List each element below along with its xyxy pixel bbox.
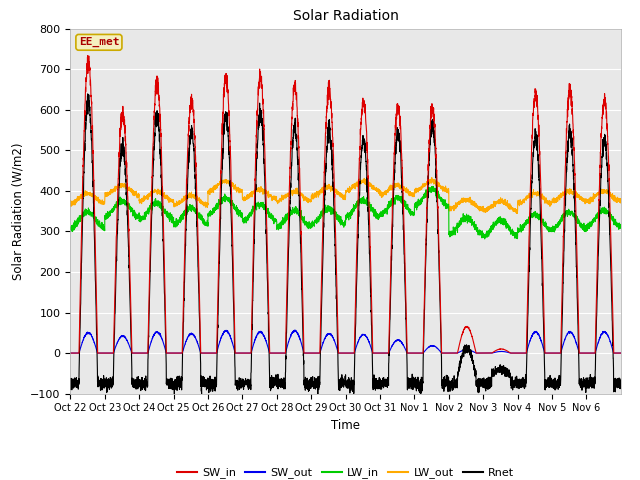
SW_in [524, 291, 531, 297]
Rnet [396, 149, 403, 155]
SW_out [291, 327, 298, 333]
SW_in [366, 240, 374, 245]
LW_out [428, 175, 436, 180]
Title: Solar Radiation: Solar Radiation [292, 10, 399, 24]
SW_out [366, 342, 374, 348]
SW_out [524, 346, 531, 351]
Rnet [67, 376, 74, 382]
LW_in [67, 226, 74, 232]
SW_out [538, 340, 546, 346]
Legend: SW_in, SW_out, LW_in, LW_out, Rnet: SW_in, SW_out, LW_in, LW_out, Rnet [172, 463, 519, 480]
LW_out [67, 198, 74, 204]
SW_in [617, 350, 625, 356]
LW_in [396, 193, 403, 199]
Rnet [524, 314, 532, 320]
Text: EE_met: EE_met [79, 37, 119, 48]
Y-axis label: Solar Radiation (W/m2): Solar Radiation (W/m2) [12, 143, 25, 280]
LW_in [180, 211, 188, 217]
Rnet [84, 91, 92, 97]
Rnet [366, 273, 374, 279]
LW_out [617, 199, 625, 205]
Line: LW_in: LW_in [70, 186, 621, 239]
LW_out [513, 211, 520, 216]
SW_in [497, 346, 504, 352]
LW_out [180, 195, 188, 201]
Line: LW_out: LW_out [70, 178, 621, 214]
LW_out [538, 196, 546, 202]
SW_out [67, 350, 74, 356]
Rnet [497, 363, 504, 369]
Rnet [617, 382, 625, 387]
LW_in [481, 236, 488, 242]
Rnet [538, 265, 546, 271]
Rnet [314, 392, 322, 398]
LW_in [429, 183, 437, 189]
SW_in [396, 119, 403, 125]
LW_in [617, 223, 625, 228]
LW_in [524, 216, 532, 222]
Line: SW_out: SW_out [70, 330, 621, 353]
LW_in [366, 204, 374, 210]
Line: SW_in: SW_in [70, 56, 621, 353]
SW_in [180, 252, 188, 258]
SW_in [538, 221, 546, 227]
Line: Rnet: Rnet [70, 94, 621, 395]
SW_in [67, 350, 74, 356]
LW_out [524, 194, 532, 200]
SW_out [396, 337, 403, 343]
LW_out [497, 195, 504, 201]
SW_out [180, 343, 188, 348]
Rnet [180, 274, 188, 279]
SW_out [497, 348, 504, 354]
LW_out [396, 185, 403, 191]
LW_in [497, 216, 504, 221]
SW_out [617, 350, 625, 356]
SW_in [84, 53, 92, 59]
X-axis label: Time: Time [331, 419, 360, 432]
LW_out [366, 181, 374, 187]
LW_in [538, 220, 546, 226]
